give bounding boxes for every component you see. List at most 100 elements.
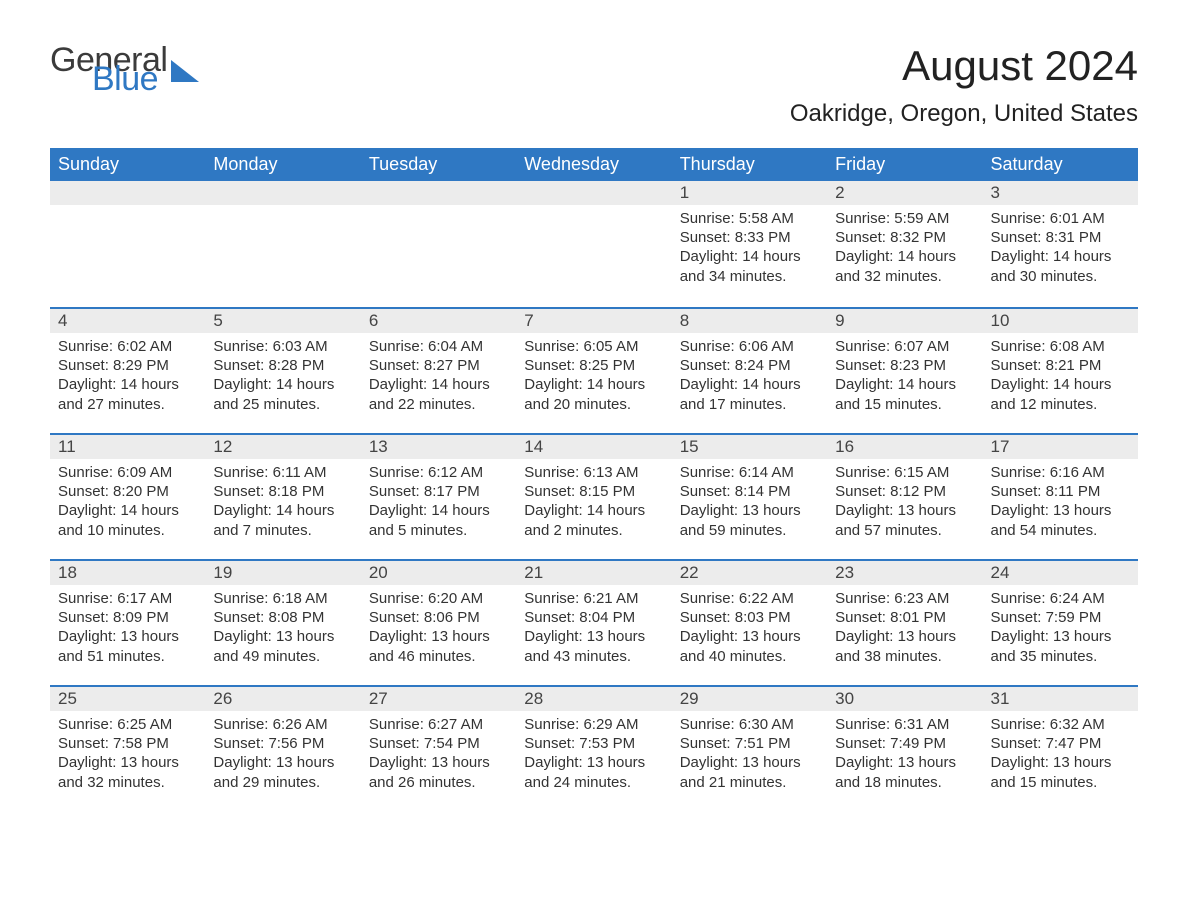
daylight-line: Daylight: 13 hours and 49 minutes. xyxy=(213,627,352,665)
daylight-line: Daylight: 14 hours and 2 minutes. xyxy=(524,501,663,539)
daylight-line: Daylight: 13 hours and 32 minutes. xyxy=(58,753,197,791)
daylight-line: Daylight: 13 hours and 59 minutes. xyxy=(680,501,819,539)
brand-logo: General Blue xyxy=(50,30,199,94)
daylight-line: Daylight: 14 hours and 32 minutes. xyxy=(835,247,974,285)
daylight-line: Daylight: 13 hours and 18 minutes. xyxy=(835,753,974,791)
sunset-line: Sunset: 8:20 PM xyxy=(58,482,197,501)
calendar-day-cell: 29Sunrise: 6:30 AMSunset: 7:51 PMDayligh… xyxy=(672,685,827,811)
day-number: 17 xyxy=(983,433,1138,459)
day-details: Sunrise: 6:14 AMSunset: 8:14 PMDaylight:… xyxy=(672,459,827,548)
day-number: 5 xyxy=(205,307,360,333)
sunset-line: Sunset: 8:25 PM xyxy=(524,356,663,375)
day-number: 7 xyxy=(516,307,671,333)
sunset-line: Sunset: 8:21 PM xyxy=(991,356,1130,375)
calendar-day-cell: 16Sunrise: 6:15 AMSunset: 8:12 PMDayligh… xyxy=(827,433,982,559)
page-subtitle: Oakridge, Oregon, United States xyxy=(790,100,1138,128)
sunrise-line: Sunrise: 6:13 AM xyxy=(524,463,663,482)
daylight-line: Daylight: 13 hours and 15 minutes. xyxy=(991,753,1130,791)
empty-daynum xyxy=(516,181,671,205)
day-number: 20 xyxy=(361,559,516,585)
calendar-day-cell: 2Sunrise: 5:59 AMSunset: 8:32 PMDaylight… xyxy=(827,181,982,307)
sunrise-line: Sunrise: 5:58 AM xyxy=(680,209,819,228)
sunset-line: Sunset: 8:08 PM xyxy=(213,608,352,627)
sunrise-line: Sunrise: 6:20 AM xyxy=(369,589,508,608)
title-block: August 2024 Oakridge, Oregon, United Sta… xyxy=(790,30,1138,142)
empty-daynum xyxy=(361,181,516,205)
day-number: 10 xyxy=(983,307,1138,333)
brand-word-2: Blue xyxy=(92,65,167,94)
calendar-day-cell: 31Sunrise: 6:32 AMSunset: 7:47 PMDayligh… xyxy=(983,685,1138,811)
sunrise-line: Sunrise: 6:02 AM xyxy=(58,337,197,356)
day-number: 4 xyxy=(50,307,205,333)
day-details: Sunrise: 6:16 AMSunset: 8:11 PMDaylight:… xyxy=(983,459,1138,548)
day-number: 31 xyxy=(983,685,1138,711)
day-number: 21 xyxy=(516,559,671,585)
day-details: Sunrise: 6:21 AMSunset: 8:04 PMDaylight:… xyxy=(516,585,671,674)
sunrise-line: Sunrise: 6:29 AM xyxy=(524,715,663,734)
daylight-line: Daylight: 14 hours and 20 minutes. xyxy=(524,375,663,413)
daylight-line: Daylight: 13 hours and 43 minutes. xyxy=(524,627,663,665)
day-number: 26 xyxy=(205,685,360,711)
sunset-line: Sunset: 8:29 PM xyxy=(58,356,197,375)
daylight-line: Daylight: 14 hours and 22 minutes. xyxy=(369,375,508,413)
sunset-line: Sunset: 7:59 PM xyxy=(991,608,1130,627)
sunset-line: Sunset: 8:24 PM xyxy=(680,356,819,375)
day-details: Sunrise: 6:06 AMSunset: 8:24 PMDaylight:… xyxy=(672,333,827,422)
sunset-line: Sunset: 8:31 PM xyxy=(991,228,1130,247)
day-details: Sunrise: 6:18 AMSunset: 8:08 PMDaylight:… xyxy=(205,585,360,674)
sunrise-line: Sunrise: 6:08 AM xyxy=(991,337,1130,356)
calendar-day-cell: 28Sunrise: 6:29 AMSunset: 7:53 PMDayligh… xyxy=(516,685,671,811)
sunset-line: Sunset: 7:56 PM xyxy=(213,734,352,753)
sunset-line: Sunset: 8:17 PM xyxy=(369,482,508,501)
day-number: 25 xyxy=(50,685,205,711)
day-number: 24 xyxy=(983,559,1138,585)
calendar-column-header: Tuesday xyxy=(361,148,516,181)
day-number: 27 xyxy=(361,685,516,711)
daylight-line: Daylight: 13 hours and 57 minutes. xyxy=(835,501,974,539)
sunset-line: Sunset: 7:54 PM xyxy=(369,734,508,753)
day-details: Sunrise: 6:23 AMSunset: 8:01 PMDaylight:… xyxy=(827,585,982,674)
day-number: 28 xyxy=(516,685,671,711)
sunset-line: Sunset: 7:47 PM xyxy=(991,734,1130,753)
sunrise-line: Sunrise: 6:09 AM xyxy=(58,463,197,482)
calendar-day-cell: 11 Sunrise: 6:09 AMSunset: 8:20 PMDayligh… xyxy=(50,433,205,559)
calendar-empty-cell xyxy=(516,181,671,307)
day-number: 8 xyxy=(672,307,827,333)
day-details: Sunrise: 6:12 AMSunset: 8:17 PMDaylight:… xyxy=(361,459,516,548)
calendar-day-cell: 3Sunrise: 6:01 AMSunset: 8:31 PMDaylight… xyxy=(983,181,1138,307)
calendar-column-header: Monday xyxy=(205,148,360,181)
sunset-line: Sunset: 8:33 PM xyxy=(680,228,819,247)
calendar-day-cell: 6Sunrise: 6:04 AMSunset: 8:27 PMDaylight… xyxy=(361,307,516,433)
day-number: 29 xyxy=(672,685,827,711)
day-number: 11 xyxy=(50,433,205,459)
sunrise-line: Sunrise: 6:23 AM xyxy=(835,589,974,608)
day-details: Sunrise: 6:29 AMSunset: 7:53 PMDaylight:… xyxy=(516,711,671,800)
day-details: Sunrise: 6:07 AMSunset: 8:23 PMDaylight:… xyxy=(827,333,982,422)
daylight-line: Daylight: 14 hours and 7 minutes. xyxy=(213,501,352,539)
day-number: 22 xyxy=(672,559,827,585)
calendar-day-cell: 30Sunrise: 6:31 AMSunset: 7:49 PMDayligh… xyxy=(827,685,982,811)
calendar-day-cell: 24Sunrise: 6:24 AMSunset: 7:59 PMDayligh… xyxy=(983,559,1138,685)
calendar-day-cell: 19Sunrise: 6:18 AMSunset: 8:08 PMDayligh… xyxy=(205,559,360,685)
header-bar: General Blue August 2024 Oakridge, Orego… xyxy=(50,30,1138,142)
sunrise-line: Sunrise: 6:15 AM xyxy=(835,463,974,482)
day-number: 2 xyxy=(827,181,982,205)
day-number: 1 xyxy=(672,181,827,205)
empty-daynum xyxy=(50,181,205,205)
daylight-line: Daylight: 14 hours and 5 minutes. xyxy=(369,501,508,539)
day-details: Sunrise: 6:04 AMSunset: 8:27 PMDaylight:… xyxy=(361,333,516,422)
day-number: 9 xyxy=(827,307,982,333)
daylight-line: Daylight: 14 hours and 34 minutes. xyxy=(680,247,819,285)
sunset-line: Sunset: 7:51 PM xyxy=(680,734,819,753)
sunset-line: Sunset: 8:01 PM xyxy=(835,608,974,627)
daylight-line: Daylight: 14 hours and 10 minutes. xyxy=(58,501,197,539)
sunrise-line: Sunrise: 6:17 AM xyxy=(58,589,197,608)
daylight-line: Daylight: 14 hours and 25 minutes. xyxy=(213,375,352,413)
calendar-day-cell: 25Sunrise: 6:25 AMSunset: 7:58 PMDayligh… xyxy=(50,685,205,811)
calendar-day-cell: 8Sunrise: 6:06 AMSunset: 8:24 PMDaylight… xyxy=(672,307,827,433)
calendar-day-cell: 20Sunrise: 6:20 AMSunset: 8:06 PMDayligh… xyxy=(361,559,516,685)
calendar-day-cell: 10Sunrise: 6:08 AMSunset: 8:21 PMDayligh… xyxy=(983,307,1138,433)
calendar-column-header: Sunday xyxy=(50,148,205,181)
sunrise-line: Sunrise: 6:31 AM xyxy=(835,715,974,734)
sunrise-line: Sunrise: 6:12 AM xyxy=(369,463,508,482)
